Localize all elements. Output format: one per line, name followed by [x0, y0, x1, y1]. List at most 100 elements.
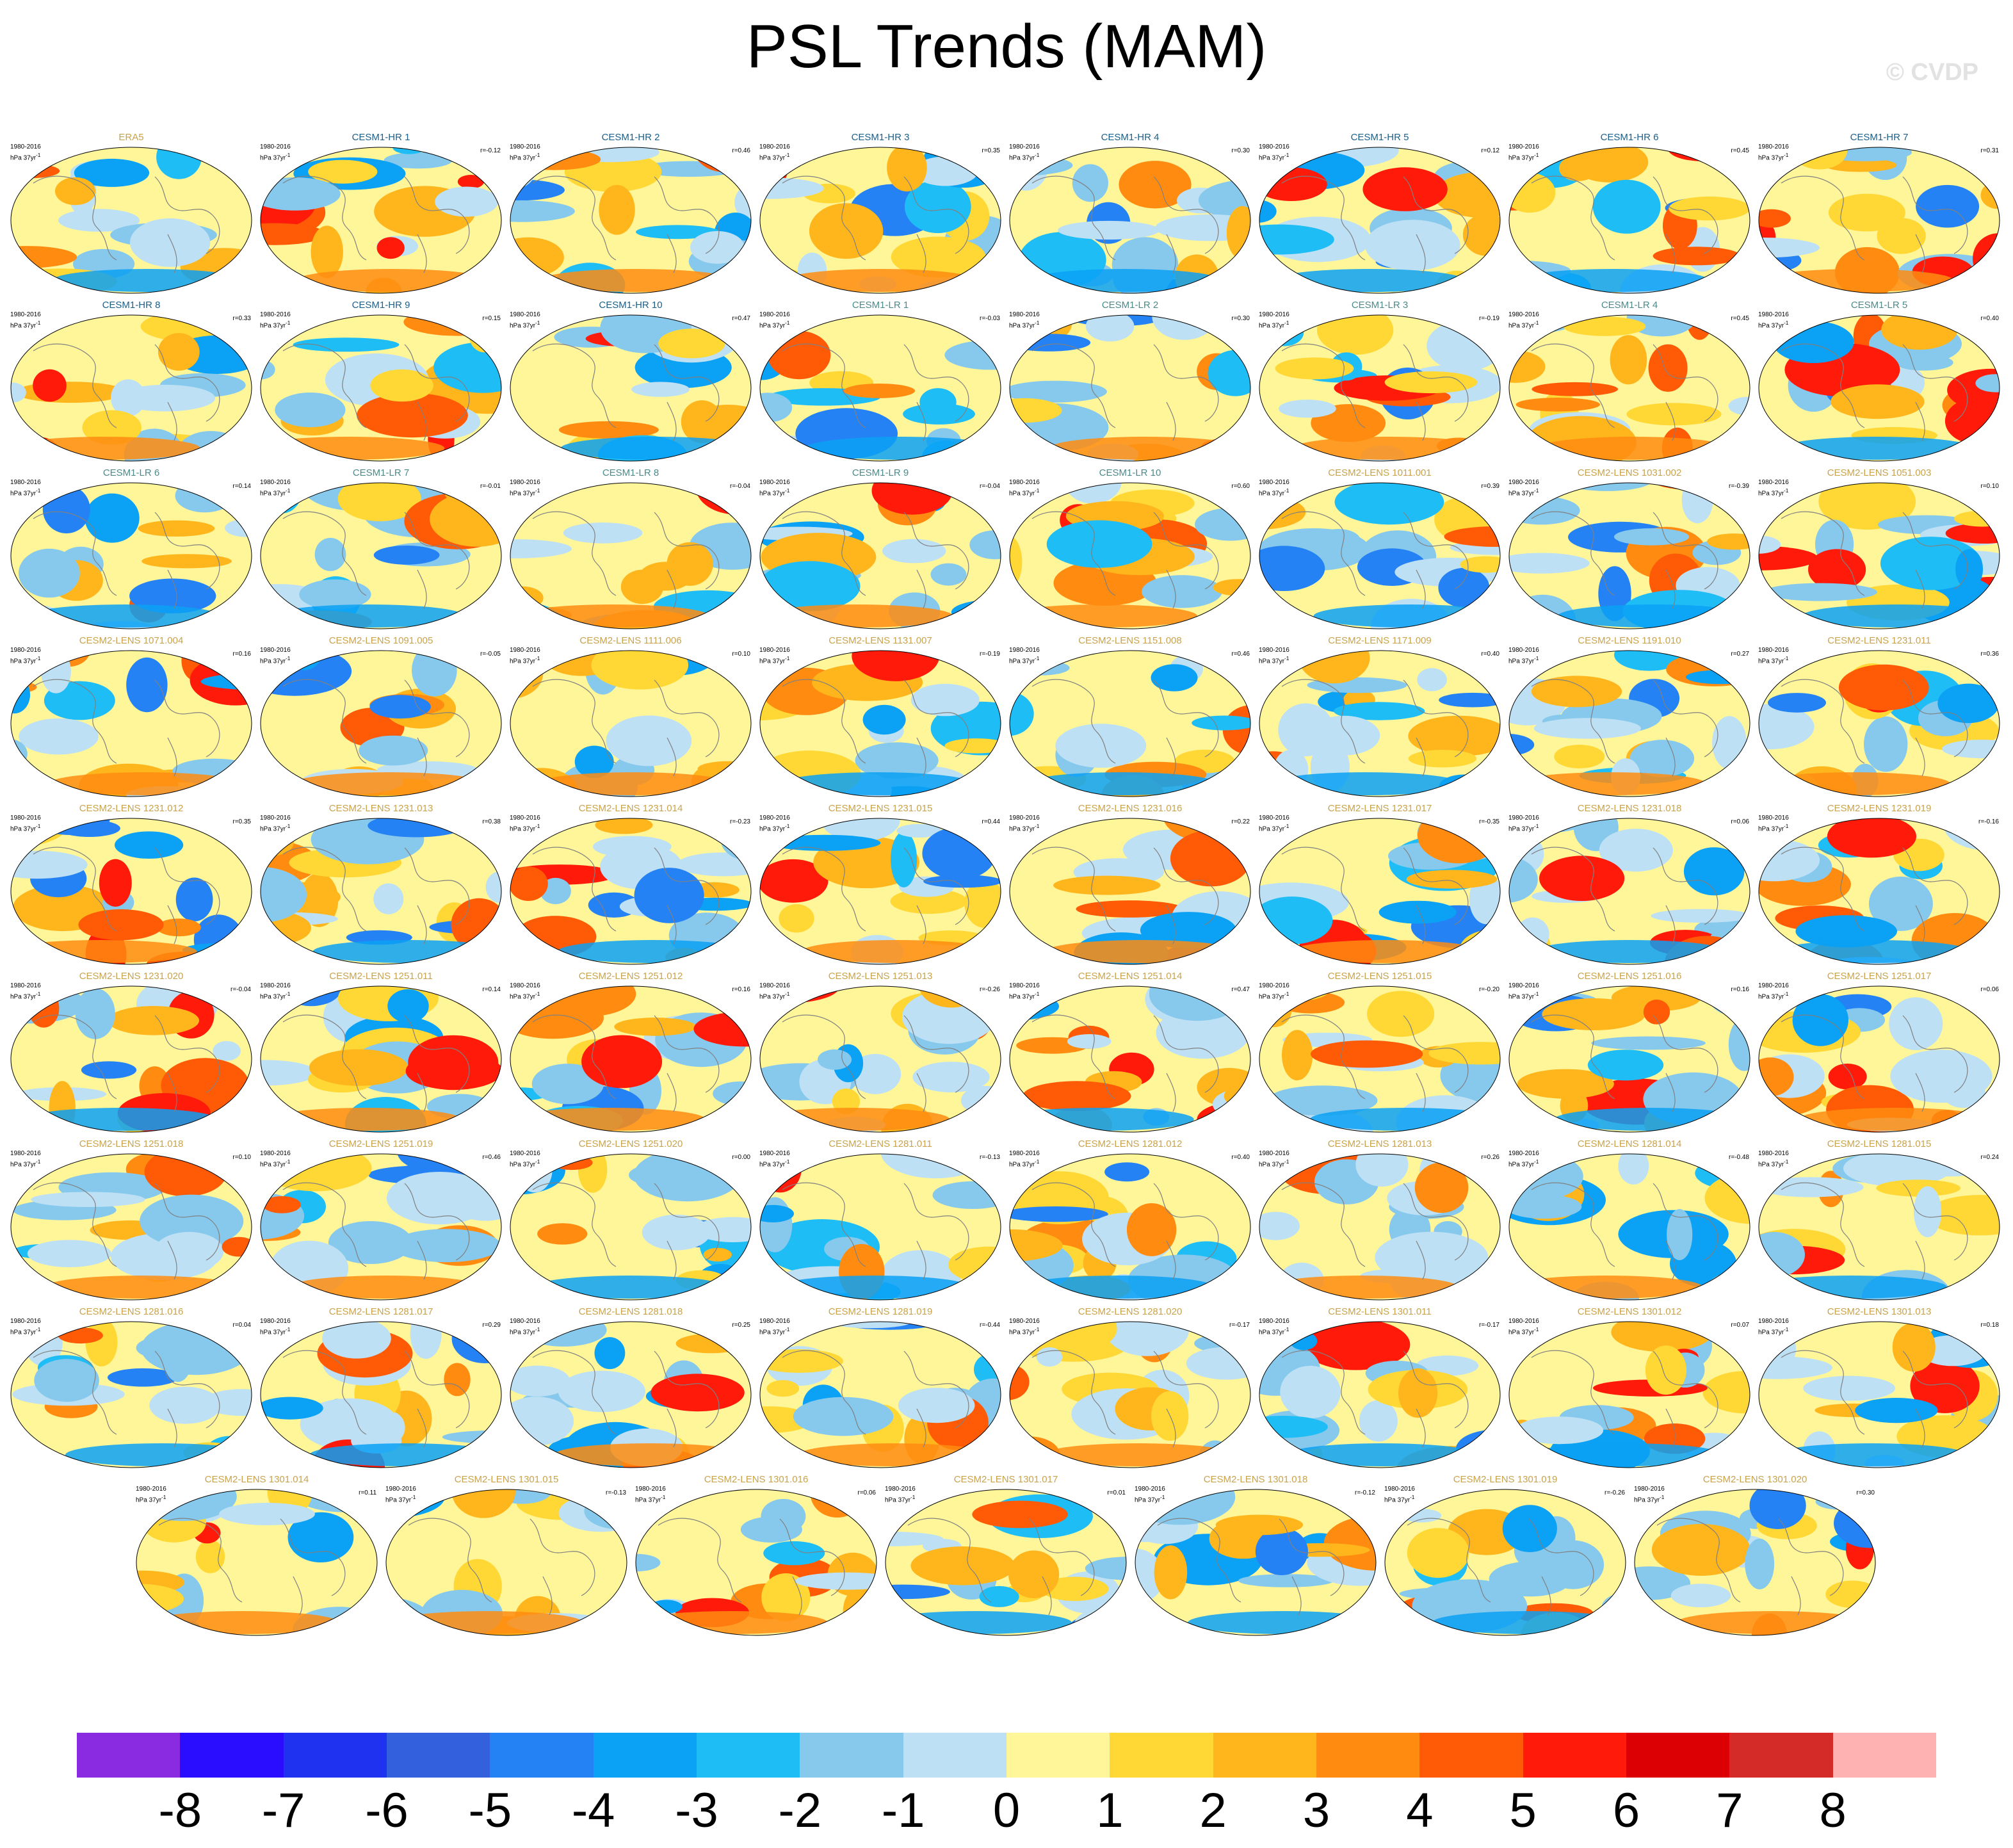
panel-title: CESM2-LENS 1301.012 — [1577, 1306, 1682, 1317]
coastline — [158, 1518, 346, 1616]
pattern-correlation: r=0.30 — [1231, 315, 1250, 322]
trend-anomaly — [979, 1585, 1019, 1607]
trend-map — [10, 650, 252, 797]
pattern-correlation: r=0.30 — [1856, 1489, 1875, 1496]
trend-anomaly — [1276, 991, 1345, 1014]
period-label: 1980-2016 — [759, 311, 790, 318]
colorbar-box — [386, 1733, 490, 1778]
units-text: hPa 37yr — [260, 825, 286, 833]
trend-anomaly — [1955, 549, 1984, 589]
trend-anomaly — [1509, 733, 1535, 756]
period-label: 1980-2016 — [260, 479, 291, 486]
units-label: hPa 37yr-1 — [10, 1158, 41, 1169]
colorbar-tick-label: 4 — [1406, 1783, 1434, 1838]
trend-anomaly — [651, 1374, 745, 1412]
trend-anomaly — [510, 866, 548, 901]
panel-period: 1980-2016 hPa 37yr-1 — [10, 1150, 41, 1169]
trend-anomaly — [551, 1155, 593, 1171]
trend-anomaly — [328, 1221, 413, 1264]
trend-anomaly — [1259, 224, 1334, 255]
trend-anomaly — [563, 523, 643, 544]
units-text: hPa 37yr — [510, 993, 536, 1001]
trend-anomaly — [1855, 1398, 1938, 1423]
units-text: hPa 37yr — [1259, 1161, 1285, 1169]
panel-period: 1980-2016 hPa 37yr-1 — [1259, 479, 1289, 498]
coastline — [782, 1350, 969, 1448]
map-panel: CESM1-LR 2 1980-2016 hPa 37yr-1 r=0.30 — [1006, 300, 1254, 465]
trend-map — [1758, 482, 2000, 629]
trend-anomaly — [1828, 1064, 1867, 1090]
trend-map — [510, 985, 752, 1133]
trend-anomaly — [593, 836, 672, 858]
units-exponent: -1 — [1784, 1158, 1789, 1165]
map-panel: CESM2-LENS 1191.010 1980-2016 hPa 37yr-1 r=… — [1506, 635, 1753, 800]
units-exponent: -1 — [785, 991, 790, 997]
period-label: 1980-2016 — [1508, 479, 1539, 486]
map-panel: CESM1-LR 1 1980-2016 hPa 37yr-1 r=-0.03 — [757, 300, 1004, 465]
period-label: 1980-2016 — [1758, 311, 1789, 318]
southern-ocean-band — [1046, 940, 1238, 963]
pattern-correlation: r=-0.03 — [980, 315, 1000, 322]
panel-title: CESM2-LENS 1031.002 — [1577, 467, 1682, 478]
units-label: hPa 37yr-1 — [759, 1158, 790, 1169]
panel-period: 1980-2016 hPa 37yr-1 — [635, 1486, 666, 1504]
units-exponent: -1 — [1784, 487, 1789, 494]
period-label: 1980-2016 — [1758, 1318, 1789, 1325]
trend-anomaly — [444, 1363, 471, 1397]
trend-anomaly — [642, 1214, 711, 1251]
period-label: 1980-2016 — [510, 982, 540, 989]
units-text: hPa 37yr — [510, 490, 536, 498]
coastline — [532, 343, 720, 441]
units-label: hPa 37yr-1 — [510, 319, 540, 330]
trend-anomaly — [387, 989, 429, 1023]
trend-anomaly — [337, 483, 421, 522]
trend-map — [1009, 818, 1251, 965]
southern-ocean-band — [1029, 269, 1222, 292]
trend-anomaly — [1670, 1584, 1731, 1608]
coastline — [907, 1518, 1095, 1616]
trend-anomaly — [261, 452, 334, 461]
units-text: hPa 37yr — [510, 658, 536, 665]
panel-title: CESM2-LENS 1111.006 — [579, 635, 682, 646]
coastline — [1407, 1518, 1594, 1616]
colorbar-box — [490, 1733, 594, 1778]
southern-ocean-band — [1432, 1611, 1624, 1634]
period-label: 1980-2016 — [1009, 1318, 1040, 1325]
units-exponent: -1 — [1784, 1326, 1789, 1333]
coastline — [1656, 1518, 1844, 1616]
panel-period: 1980-2016 hPa 37yr-1 — [10, 815, 41, 833]
map-panel: CESM1-HR 10 1980-2016 hPa 37yr-1 r=0.47 — [507, 300, 754, 465]
units-text: hPa 37yr — [1508, 1329, 1535, 1336]
panel-title: CESM2-LENS 1251.013 — [828, 971, 933, 982]
trend-anomaly — [1259, 1212, 1300, 1240]
pattern-correlation: r=0.24 — [1980, 1154, 1999, 1161]
period-label: 1980-2016 — [260, 1150, 291, 1157]
units-label: hPa 37yr-1 — [10, 990, 41, 1001]
map-outline — [1758, 985, 2000, 1133]
coastline — [1531, 175, 1718, 273]
map-outline — [1758, 314, 2000, 462]
trend-anomaly — [75, 988, 115, 1039]
trend-anomaly — [1749, 1489, 1806, 1529]
trend-anomaly — [27, 1240, 111, 1267]
coastline — [782, 847, 969, 944]
trend-map — [759, 818, 1001, 965]
panel-period: 1980-2016 hPa 37yr-1 — [759, 311, 790, 330]
map-panel: CESM2-LENS 1131.007 1980-2016 hPa 37yr-1 r=… — [757, 635, 1004, 800]
units-text: hPa 37yr — [759, 1329, 786, 1336]
trend-anomaly — [311, 225, 343, 279]
units-label: hPa 37yr-1 — [759, 822, 790, 833]
trend-anomaly — [1516, 398, 1600, 412]
panel-period: 1980-2016 hPa 37yr-1 — [260, 1150, 291, 1169]
trend-anomaly — [1838, 664, 1929, 711]
trend-anomaly — [1010, 1229, 1063, 1262]
trend-anomaly — [33, 369, 67, 402]
panel-title: CESM2-LENS 1281.014 — [1577, 1139, 1682, 1149]
panel-title: CESM1-HR 7 — [1850, 132, 1909, 143]
trend-anomaly — [405, 1052, 501, 1090]
map-panel: CESM1-LR 7 1980-2016 hPa 37yr-1 r=-0.01 — [257, 467, 505, 633]
units-label: hPa 37yr-1 — [260, 1158, 291, 1169]
trend-anomaly — [510, 1365, 570, 1397]
colorbar — [77, 1733, 1936, 1778]
